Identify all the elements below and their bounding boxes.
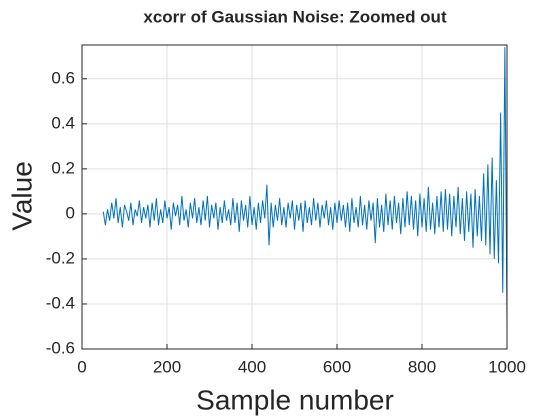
data-line (102, 47, 508, 325)
x-tick-label: 200 (153, 357, 181, 376)
x-tick-label: 400 (238, 357, 266, 376)
y-tick-label: 0.2 (51, 158, 75, 177)
x-tick-label: 600 (323, 357, 351, 376)
y-tick-label: 0 (66, 203, 75, 222)
x-axis-label: Sample number (196, 384, 394, 415)
y-axis-label: Value (6, 161, 37, 231)
y-tick-label: -0.4 (46, 293, 75, 312)
y-tick-label: -0.6 (46, 338, 75, 357)
axes-box (81, 44, 508, 350)
x-tick-label: 1000 (488, 357, 526, 376)
y-tick-label: 0.4 (51, 113, 75, 132)
chart-title: xcorr of Gaussian Noise: Zoomed out (143, 7, 447, 26)
y-tick-label: -0.2 (46, 248, 75, 267)
x-tick-label: 0 (77, 357, 86, 376)
y-tick-label: 0.6 (51, 68, 75, 87)
x-tick-label: 800 (408, 357, 436, 376)
